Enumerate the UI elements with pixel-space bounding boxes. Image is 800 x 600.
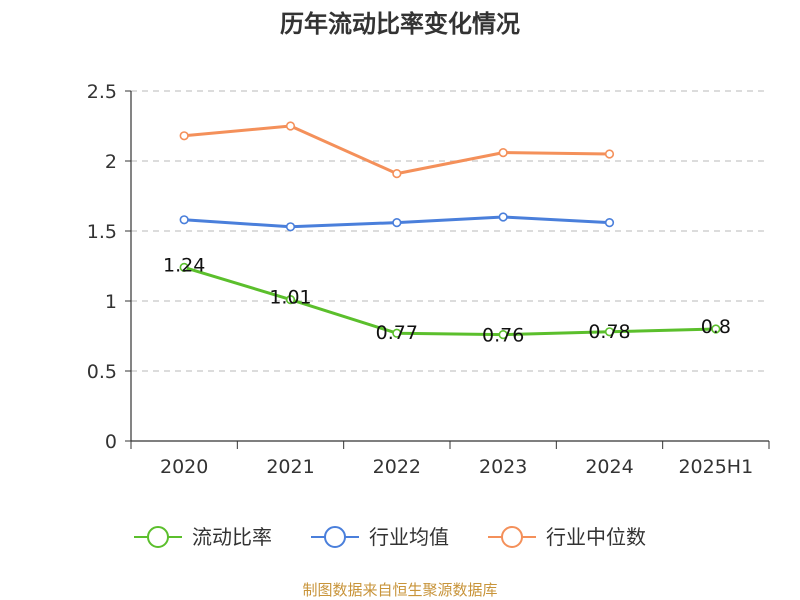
y-tick-label: 2: [105, 151, 117, 173]
y-tick-label: 2.5: [87, 81, 117, 103]
y-tick-label: 1: [105, 291, 117, 313]
x-tick-label: 2024: [585, 456, 633, 478]
y-tick-label: 0: [105, 431, 117, 453]
x-tick-label: 2022: [373, 456, 421, 478]
data-point: [498, 148, 508, 158]
y-tick-label: 1.5: [87, 221, 117, 243]
data-point: [604, 327, 615, 337]
data-point: [179, 262, 189, 273]
data-label: 1.24: [163, 254, 205, 276]
series-line-2: [184, 124, 610, 176]
legend-marker: [501, 526, 523, 548]
y-tick-label: 0.5: [87, 361, 117, 383]
legend-marker: [324, 526, 346, 548]
chart-title: 历年流动比率变化情况: [280, 10, 520, 38]
data-point: [179, 131, 189, 141]
data-label: 0.8: [701, 316, 731, 338]
legend-marker: [147, 526, 169, 548]
data-point: [392, 169, 402, 179]
data-point: [285, 295, 296, 305]
legend-item: 行业中位数: [488, 525, 646, 549]
data-point: [179, 215, 189, 225]
x-tick-label: 2025H1: [678, 456, 753, 478]
legend-label: 流动比率: [192, 525, 272, 549]
data-label: 0.76: [482, 325, 524, 347]
data-point: [604, 218, 615, 228]
data-point: [604, 149, 615, 159]
data-label: 0.78: [588, 321, 630, 343]
source-note: 制图数据来自恒生聚源数据库: [302, 581, 498, 599]
data-point: [498, 212, 508, 222]
legend-item: 流动比率: [134, 525, 272, 549]
legend-item: 行业均值: [311, 525, 449, 549]
series-line-0: [183, 265, 716, 337]
data-label: 1.01: [269, 287, 311, 309]
x-tick-label: 2023: [479, 456, 527, 478]
data-label: 0.77: [376, 322, 418, 344]
data-point: [392, 328, 402, 338]
x-tick-label: 2021: [266, 456, 314, 478]
data-point: [392, 218, 402, 228]
data-point: [711, 324, 721, 334]
data-point: [285, 121, 296, 131]
legend-label: 行业均值: [369, 525, 449, 549]
data-point: [285, 222, 296, 232]
legend-label: 行业中位数: [546, 525, 646, 549]
data-point: [498, 330, 508, 340]
x-tick-label: 2020: [160, 456, 208, 478]
